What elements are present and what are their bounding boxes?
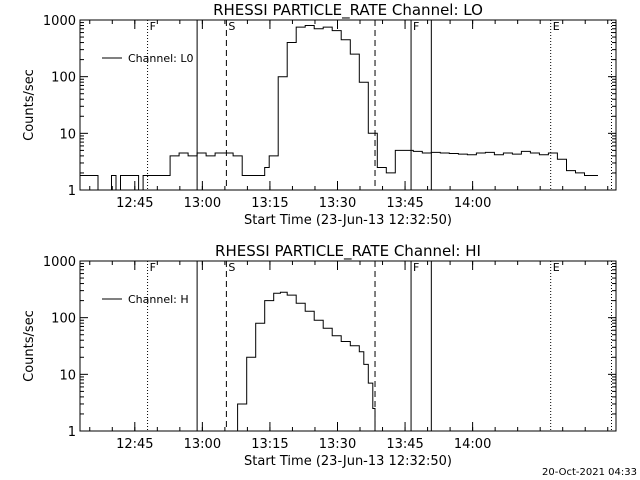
legend-label: Channel: H xyxy=(128,293,189,306)
x-tick-label: 13:30 xyxy=(319,196,356,211)
annotation-flag-label: F xyxy=(413,20,419,33)
x-tick-label: 13:45 xyxy=(386,196,423,211)
chart-title: RHESSI PARTICLE_RATE Channel: HI xyxy=(215,242,481,261)
annotation-flag-label: F xyxy=(150,20,156,33)
y-tick-label: 1000 xyxy=(43,255,76,270)
y-tick-label: 10 xyxy=(59,127,76,142)
y-tick-label: 100 xyxy=(51,71,76,86)
y-tick-label: 1000 xyxy=(43,14,76,29)
series-line xyxy=(232,291,376,431)
x-tick-label: 13:30 xyxy=(319,437,356,452)
plot-frame xyxy=(79,260,617,432)
x-tick-label: 12:45 xyxy=(116,196,153,211)
y-tick-label: 1 xyxy=(68,184,76,199)
annotation-flag-label: E xyxy=(553,261,560,274)
chart-title: RHESSI PARTICLE_RATE Channel: LO xyxy=(213,1,483,20)
series-line xyxy=(80,25,598,190)
x-tick-label: 14:00 xyxy=(454,437,491,452)
annotation-flag-label: F xyxy=(413,261,419,274)
annotation-flag-label: E xyxy=(553,20,560,33)
y-tick-label: 10 xyxy=(59,368,76,383)
y-axis-label: Counts/sec xyxy=(22,69,37,141)
hi-channel-panel: RHESSI PARTICLE_RATE Channel: HI Counts/s… xyxy=(22,242,617,469)
annotation-flag-label: S xyxy=(228,261,235,274)
plot-frame xyxy=(79,19,617,191)
x-axis-label: Start Time (23-Jun-13 12:32:50) xyxy=(244,213,452,228)
annotation-flag-label: F xyxy=(150,261,156,274)
y-tick-label: 100 xyxy=(51,312,76,327)
y-axis-label: Counts/sec xyxy=(22,310,37,382)
x-tick-label: 13:45 xyxy=(386,437,423,452)
x-tick-label: 13:00 xyxy=(184,196,221,211)
footer-timestamp: 20-Oct-2021 04:33 xyxy=(542,467,637,478)
x-tick-label: 14:00 xyxy=(454,196,491,211)
y-tick-label: 1 xyxy=(68,425,76,440)
x-tick-label: 13:00 xyxy=(184,437,221,452)
annotation-flag-label: S xyxy=(228,20,235,33)
x-tick-label: 13:15 xyxy=(251,196,288,211)
x-tick-label: 12:45 xyxy=(116,437,153,452)
lo-channel-panel: RHESSI PARTICLE_RATE Channel: LO Counts/s… xyxy=(22,1,617,228)
legend-label: Channel: L0 xyxy=(128,52,194,65)
x-tick-label: 13:15 xyxy=(251,437,288,452)
x-axis-label: Start Time (23-Jun-13 12:32:50) xyxy=(244,454,452,469)
